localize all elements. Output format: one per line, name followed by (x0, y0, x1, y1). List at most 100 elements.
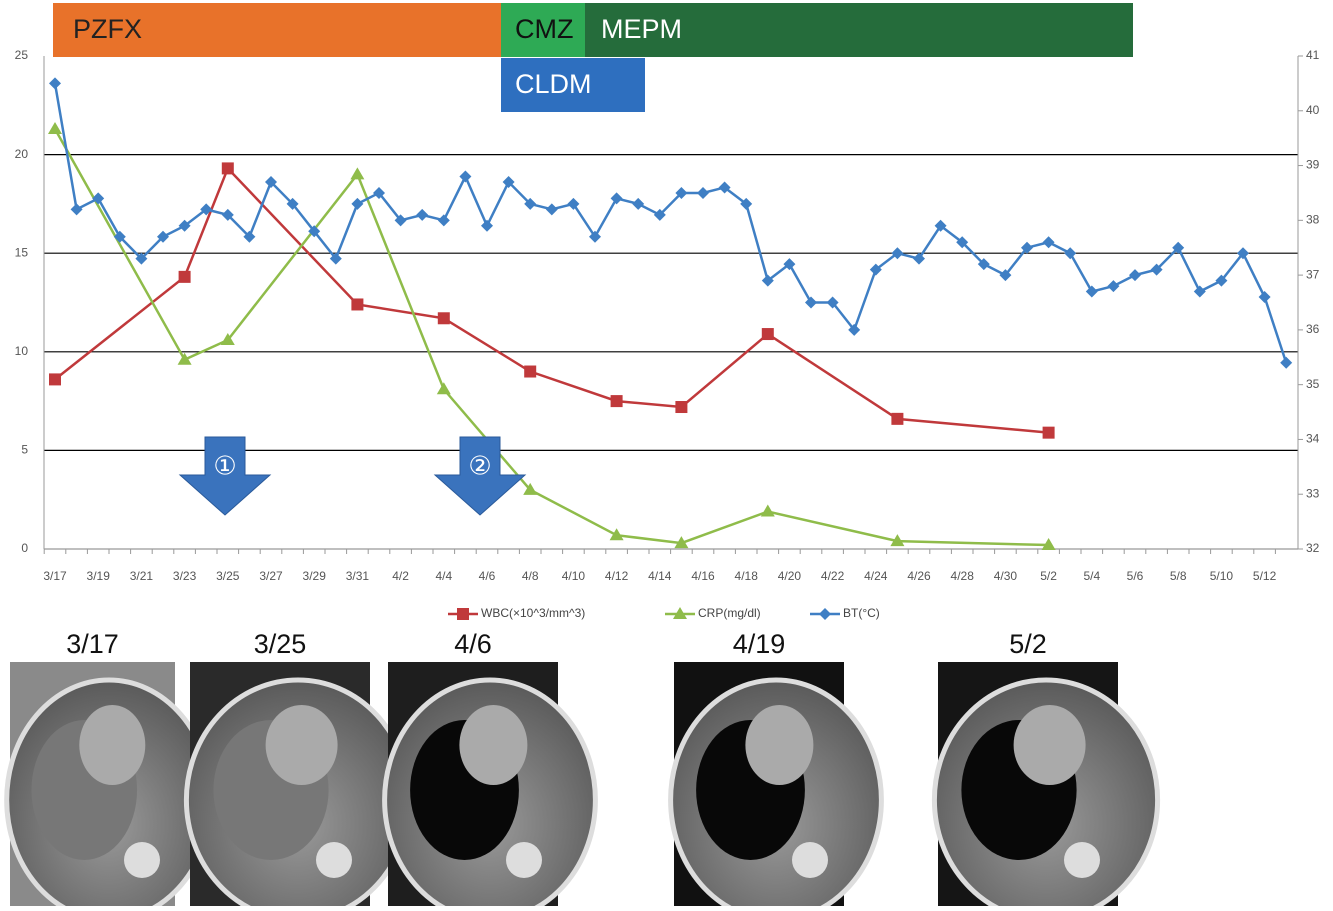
marker (632, 198, 644, 210)
y2-tick-label: 33 (1306, 486, 1320, 500)
y-tick-label: 10 (15, 344, 29, 358)
x-tick-label: 4/30 (994, 569, 1018, 583)
marker (1194, 286, 1206, 298)
ct-date-label: 3/25 (254, 629, 307, 659)
x-tick-label: 3/17 (43, 569, 67, 583)
x-tick-label: 4/26 (907, 569, 931, 583)
marker (1280, 357, 1292, 369)
ct-spine (124, 842, 160, 878)
marker (675, 401, 687, 413)
x-tick-label: 4/12 (605, 569, 629, 583)
x-tick-label: 3/19 (87, 569, 111, 583)
marker (891, 413, 903, 425)
y2-tick-label: 40 (1306, 103, 1320, 117)
x-tick-label: 4/4 (435, 569, 452, 583)
y2-tick-label: 41 (1306, 48, 1320, 62)
ct-heart (745, 705, 813, 785)
x-tick-label: 3/27 (259, 569, 283, 583)
marker (222, 162, 234, 174)
x-tick-label: 4/28 (951, 569, 975, 583)
marker (762, 328, 774, 340)
x-tick-label: 4/20 (778, 569, 802, 583)
marker (92, 192, 104, 204)
y2-tick-label: 32 (1306, 541, 1320, 555)
y-tick-label: 5 (21, 443, 28, 457)
ct-spine (506, 842, 542, 878)
y-tick-label: 15 (15, 245, 29, 259)
y2-tick-label: 38 (1306, 213, 1320, 227)
x-tick-label: 5/12 (1253, 569, 1277, 583)
y-tick-label: 20 (15, 147, 29, 161)
ct-date-label: 4/19 (733, 629, 786, 659)
marker (611, 192, 623, 204)
y2-tick-label: 34 (1306, 432, 1320, 446)
x-tick-label: 3/25 (216, 569, 240, 583)
x-tick-label: 5/6 (1127, 569, 1144, 583)
marker (416, 209, 428, 221)
legend-label: WBC(×10^3/mm^3) (481, 606, 585, 620)
x-tick-label: 4/16 (691, 569, 715, 583)
marker (481, 220, 493, 232)
y2-tick-label: 36 (1306, 322, 1320, 336)
marker (610, 528, 624, 540)
marker (437, 382, 451, 394)
ct-spine (316, 842, 352, 878)
treatment-label: MEPM (601, 14, 682, 44)
marker (351, 198, 363, 210)
annotation-label: ① (213, 452, 236, 482)
marker (761, 505, 775, 517)
x-tick-label: 3/29 (303, 569, 327, 583)
x-tick-label: 3/23 (173, 569, 197, 583)
ct-heart (266, 705, 338, 785)
x-tick-label: 4/10 (562, 569, 586, 583)
ct-heart (79, 705, 145, 785)
annotation-label: ② (468, 452, 491, 482)
marker (438, 312, 450, 324)
chart: PZFXCMZMEPMCLDM0510152025323334353637383… (0, 0, 1333, 906)
x-tick-label: 3/21 (130, 569, 154, 583)
marker (1129, 269, 1141, 281)
marker (350, 167, 364, 179)
marker (351, 298, 363, 310)
x-tick-label: 5/4 (1083, 569, 1100, 583)
ct-images (7, 662, 1158, 906)
ct-date-label: 3/17 (66, 629, 119, 659)
ct-date-label: 4/6 (454, 629, 492, 659)
x-tick-label: 4/14 (648, 569, 672, 583)
marker (819, 608, 831, 620)
ct-heart (459, 705, 527, 785)
y2-tick-label: 35 (1306, 377, 1320, 391)
treatment-label: CLDM (515, 69, 592, 99)
x-tick-label: 4/18 (735, 569, 759, 583)
y2-tick-label: 37 (1306, 267, 1320, 281)
marker (611, 395, 623, 407)
marker (71, 203, 83, 215)
x-tick-label: 4/22 (821, 569, 845, 583)
y-tick-label: 0 (21, 541, 28, 555)
ct-spine (792, 842, 828, 878)
marker (805, 297, 817, 309)
marker (49, 373, 61, 385)
marker (546, 203, 558, 215)
y-tick-label: 25 (15, 48, 29, 62)
marker (1043, 236, 1055, 248)
treatment-label: CMZ (515, 14, 573, 44)
marker (459, 171, 471, 183)
marker (49, 77, 61, 89)
page: PZFXCMZMEPMCLDM0510152025323334353637383… (0, 0, 1333, 911)
marker (1064, 247, 1076, 259)
marker (457, 608, 469, 620)
marker (438, 214, 450, 226)
legend-label: BT(°C) (843, 606, 880, 620)
marker (1043, 427, 1055, 439)
series-line (55, 83, 1286, 362)
ct-heart (1014, 705, 1086, 785)
marker (524, 366, 536, 378)
marker (1259, 291, 1271, 303)
marker (697, 187, 709, 199)
x-tick-label: 3/31 (346, 569, 370, 583)
ct-date-label: 5/2 (1009, 629, 1047, 659)
marker (48, 122, 62, 134)
x-tick-label: 4/24 (864, 569, 888, 583)
x-tick-label: 5/2 (1040, 569, 1057, 583)
